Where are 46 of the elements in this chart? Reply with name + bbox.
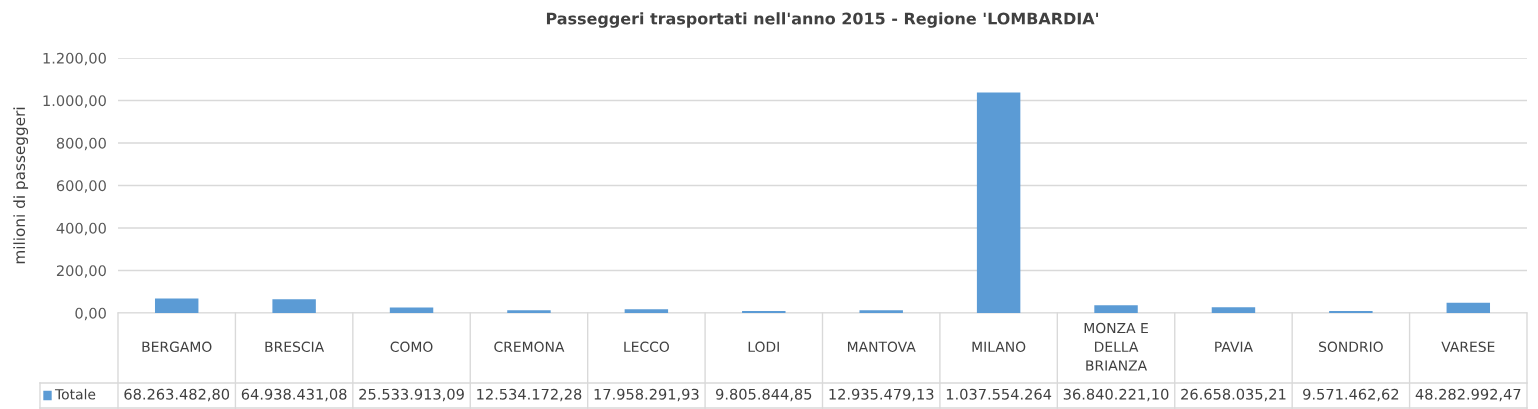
text: 1.037.554.264 (946, 388, 1052, 400)
text: 36.840.221,10 (1063, 388, 1169, 402)
x-tick-label: MILANO (972, 341, 1026, 353)
bar (272, 299, 316, 313)
legend-label: Totale (54, 388, 96, 400)
text: 68.263.482,80 (124, 388, 230, 402)
text: 48.282.992,47 (1415, 388, 1521, 402)
y-tick-label: 400,00 (56, 222, 106, 236)
bar (976, 92, 1021, 313)
x-tick-label: COMO (390, 341, 433, 353)
y-tick-label: 200,00 (56, 265, 106, 278)
bar (742, 310, 786, 313)
bar (389, 307, 434, 313)
bar (859, 310, 903, 313)
bar (154, 298, 199, 313)
text: 25.533.913,09 (359, 388, 464, 402)
x-tick-label: VARESE (1441, 341, 1495, 353)
text: 26.658.035,21 (1181, 388, 1286, 402)
text: 64.938.431,08 (241, 388, 347, 402)
text: 17.958.291,93 (594, 388, 699, 402)
text: 12.534.172,28 (477, 388, 582, 402)
x-tick-label: PAVIA (1215, 341, 1253, 352)
chart-title: Passeggeri trasportati nell'anno 2015 - Regione 'LOMBARDIA' (546, 12, 1098, 28)
bar (624, 309, 669, 313)
y-tick-label: 1.200,00 (43, 52, 106, 66)
x-tick-label: BERGAMO (142, 341, 212, 353)
x-tick-label: LODI (748, 341, 779, 353)
bar (1329, 310, 1373, 313)
x-tick-label: MONZA E DELLA BRIANZA (1084, 322, 1148, 371)
text: 12.935.479,13 (829, 388, 934, 402)
x-tick-label: SONDRIO (1319, 341, 1383, 353)
x-tick-label: MANTOVA (847, 341, 916, 353)
y-tick-label: 1.000,00 (43, 95, 106, 108)
bar (507, 310, 551, 313)
y-tick-label: 0,00 (75, 307, 106, 321)
y-axis-title: milioni di passeggeri (13, 107, 29, 264)
text: 9.571.462,62 (1303, 388, 1399, 402)
x-tick-label: LECCO (624, 341, 670, 353)
y-tick-label: 800,00 (56, 137, 106, 151)
x-tick-label: CREMONA (494, 341, 565, 353)
y-tick-label: 600,00 (56, 180, 106, 193)
bar (1211, 307, 1256, 313)
bar (1094, 305, 1138, 313)
text: 9.805.844,85 (716, 388, 812, 402)
x-tick-label: BRESCIA (265, 341, 325, 353)
bar (1446, 302, 1491, 313)
